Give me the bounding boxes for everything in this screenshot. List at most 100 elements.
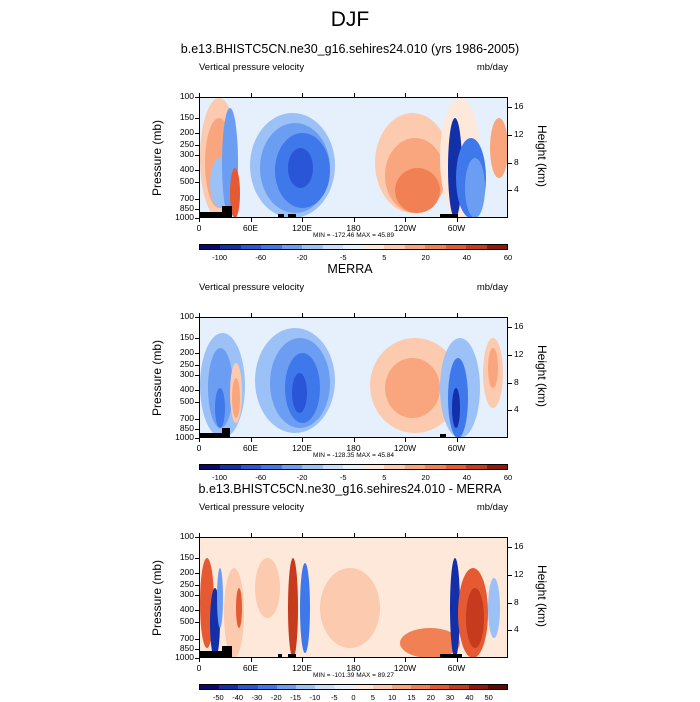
colorbar-swatch bbox=[404, 245, 426, 249]
pressure-tick-label: 300 bbox=[179, 368, 194, 379]
contour-region bbox=[215, 388, 225, 428]
pressure-tick bbox=[195, 353, 199, 355]
pressure-tick-label: 400 bbox=[179, 383, 194, 394]
pressure-tick-label: 700 bbox=[179, 413, 194, 424]
longitude-tick-label: 180 bbox=[346, 443, 361, 453]
longitude-tick bbox=[250, 658, 252, 662]
colorbar-swatch bbox=[219, 685, 239, 689]
contour-plot bbox=[199, 97, 508, 218]
colorbar-swatch bbox=[486, 245, 508, 249]
longitude-tick bbox=[199, 438, 200, 442]
contour-region bbox=[208, 348, 233, 428]
height-tick-label: 8 bbox=[514, 596, 519, 607]
colorbar-label: -20 bbox=[296, 473, 308, 482]
contour-region bbox=[452, 388, 460, 428]
longitude-tick bbox=[456, 218, 458, 222]
longitude-tick-label: 120W bbox=[393, 443, 417, 453]
colorbar-swatch bbox=[425, 465, 446, 469]
pressure-tick bbox=[195, 658, 199, 659]
pressure-tick bbox=[195, 419, 199, 421]
topography-mask bbox=[440, 654, 462, 657]
pressure-tick bbox=[195, 537, 199, 538]
longitude-tick-top bbox=[250, 93, 252, 97]
contour-region bbox=[400, 628, 460, 657]
longitude-tick bbox=[405, 658, 406, 662]
longitude-tick-label: 60E bbox=[242, 663, 259, 673]
colorbar-label: -10 bbox=[309, 693, 321, 702]
units-label: mb/day bbox=[476, 282, 508, 293]
longitude-tick bbox=[456, 658, 458, 662]
longitude-tick bbox=[456, 438, 458, 442]
contour-region bbox=[230, 168, 240, 217]
colorbar-swatch bbox=[315, 685, 335, 689]
longitude-tick-label: 120E bbox=[292, 443, 312, 453]
pressure-tick bbox=[195, 585, 199, 587]
pressure-tick bbox=[195, 438, 199, 439]
pressure-tick bbox=[195, 209, 199, 211]
longitude-tick bbox=[405, 218, 406, 222]
pressure-tick bbox=[195, 199, 199, 201]
longitude-tick-top bbox=[405, 313, 406, 317]
topography-mask bbox=[222, 646, 232, 657]
contour-region bbox=[288, 148, 313, 188]
colorbar-label: 20 bbox=[421, 253, 430, 262]
min-max-stats: MIN = -128.35 MAX = 45.84 bbox=[313, 452, 394, 459]
longitude-tick bbox=[302, 658, 303, 662]
contour-region bbox=[488, 578, 500, 638]
colorbar-label: 40 bbox=[462, 473, 471, 482]
colorbar-label: -5 bbox=[339, 253, 347, 262]
pressure-tick bbox=[195, 169, 199, 171]
contour-region bbox=[450, 558, 460, 657]
pressure-tick bbox=[195, 594, 199, 596]
colorbar-swatch bbox=[276, 685, 296, 689]
pressure-tick-label: 500 bbox=[179, 175, 194, 186]
pressure-tick bbox=[195, 609, 199, 611]
contour-region bbox=[466, 588, 484, 648]
topography-mask bbox=[222, 428, 230, 437]
longitude-tick bbox=[302, 438, 303, 442]
colorbar-label: -20 bbox=[270, 693, 282, 702]
longitude-tick-label: 180 bbox=[346, 223, 361, 233]
height-tick-label: 8 bbox=[514, 376, 519, 387]
topography-mask bbox=[200, 651, 230, 657]
contour-region bbox=[395, 168, 440, 213]
longitude-tick-top bbox=[250, 313, 252, 317]
pressure-tick-label: 200 bbox=[179, 127, 194, 138]
height-tick bbox=[508, 107, 512, 109]
colorbar-swatch bbox=[322, 465, 344, 469]
contour-region bbox=[288, 558, 298, 657]
height-tick-label: 16 bbox=[514, 541, 524, 552]
colorbar-swatch bbox=[240, 465, 262, 469]
longitude-tick-label: 120E bbox=[292, 223, 312, 233]
longitude-tick-top bbox=[302, 313, 303, 317]
longitude-tick bbox=[353, 438, 355, 442]
contour-region bbox=[217, 568, 223, 628]
longitude-tick-top bbox=[405, 533, 406, 537]
longitude-tick-top bbox=[456, 93, 458, 97]
colorbar-swatch bbox=[200, 465, 221, 469]
topography-mask bbox=[288, 214, 296, 217]
height-tick-label: 16 bbox=[514, 321, 524, 332]
height-tick bbox=[508, 135, 512, 137]
colorbar-swatch bbox=[343, 245, 364, 249]
longitude-tick bbox=[405, 438, 406, 442]
colorbar-label: -5 bbox=[339, 473, 347, 482]
pressure-tick bbox=[195, 218, 199, 219]
height-tick-label: 8 bbox=[514, 156, 519, 167]
height-tick-label: 12 bbox=[514, 349, 524, 360]
y-axis-label: Pressure (mb) bbox=[150, 559, 164, 636]
contour-plot bbox=[199, 317, 508, 438]
longitude-tick-label: 180 bbox=[346, 663, 361, 673]
colorbar-label: -100 bbox=[212, 473, 228, 482]
height-tick bbox=[508, 410, 512, 412]
colorbar-swatch bbox=[430, 685, 450, 689]
colorbar-swatch bbox=[322, 245, 344, 249]
longitude-tick-top bbox=[199, 313, 200, 317]
pressure-tick bbox=[195, 133, 199, 135]
colorbar bbox=[199, 464, 508, 470]
longitude-tick-top bbox=[302, 533, 303, 537]
pressure-tick bbox=[195, 338, 199, 340]
pressure-tick bbox=[195, 389, 199, 391]
colorbar-label: 5 bbox=[382, 253, 387, 262]
colorbar-label: 50 bbox=[484, 693, 493, 702]
